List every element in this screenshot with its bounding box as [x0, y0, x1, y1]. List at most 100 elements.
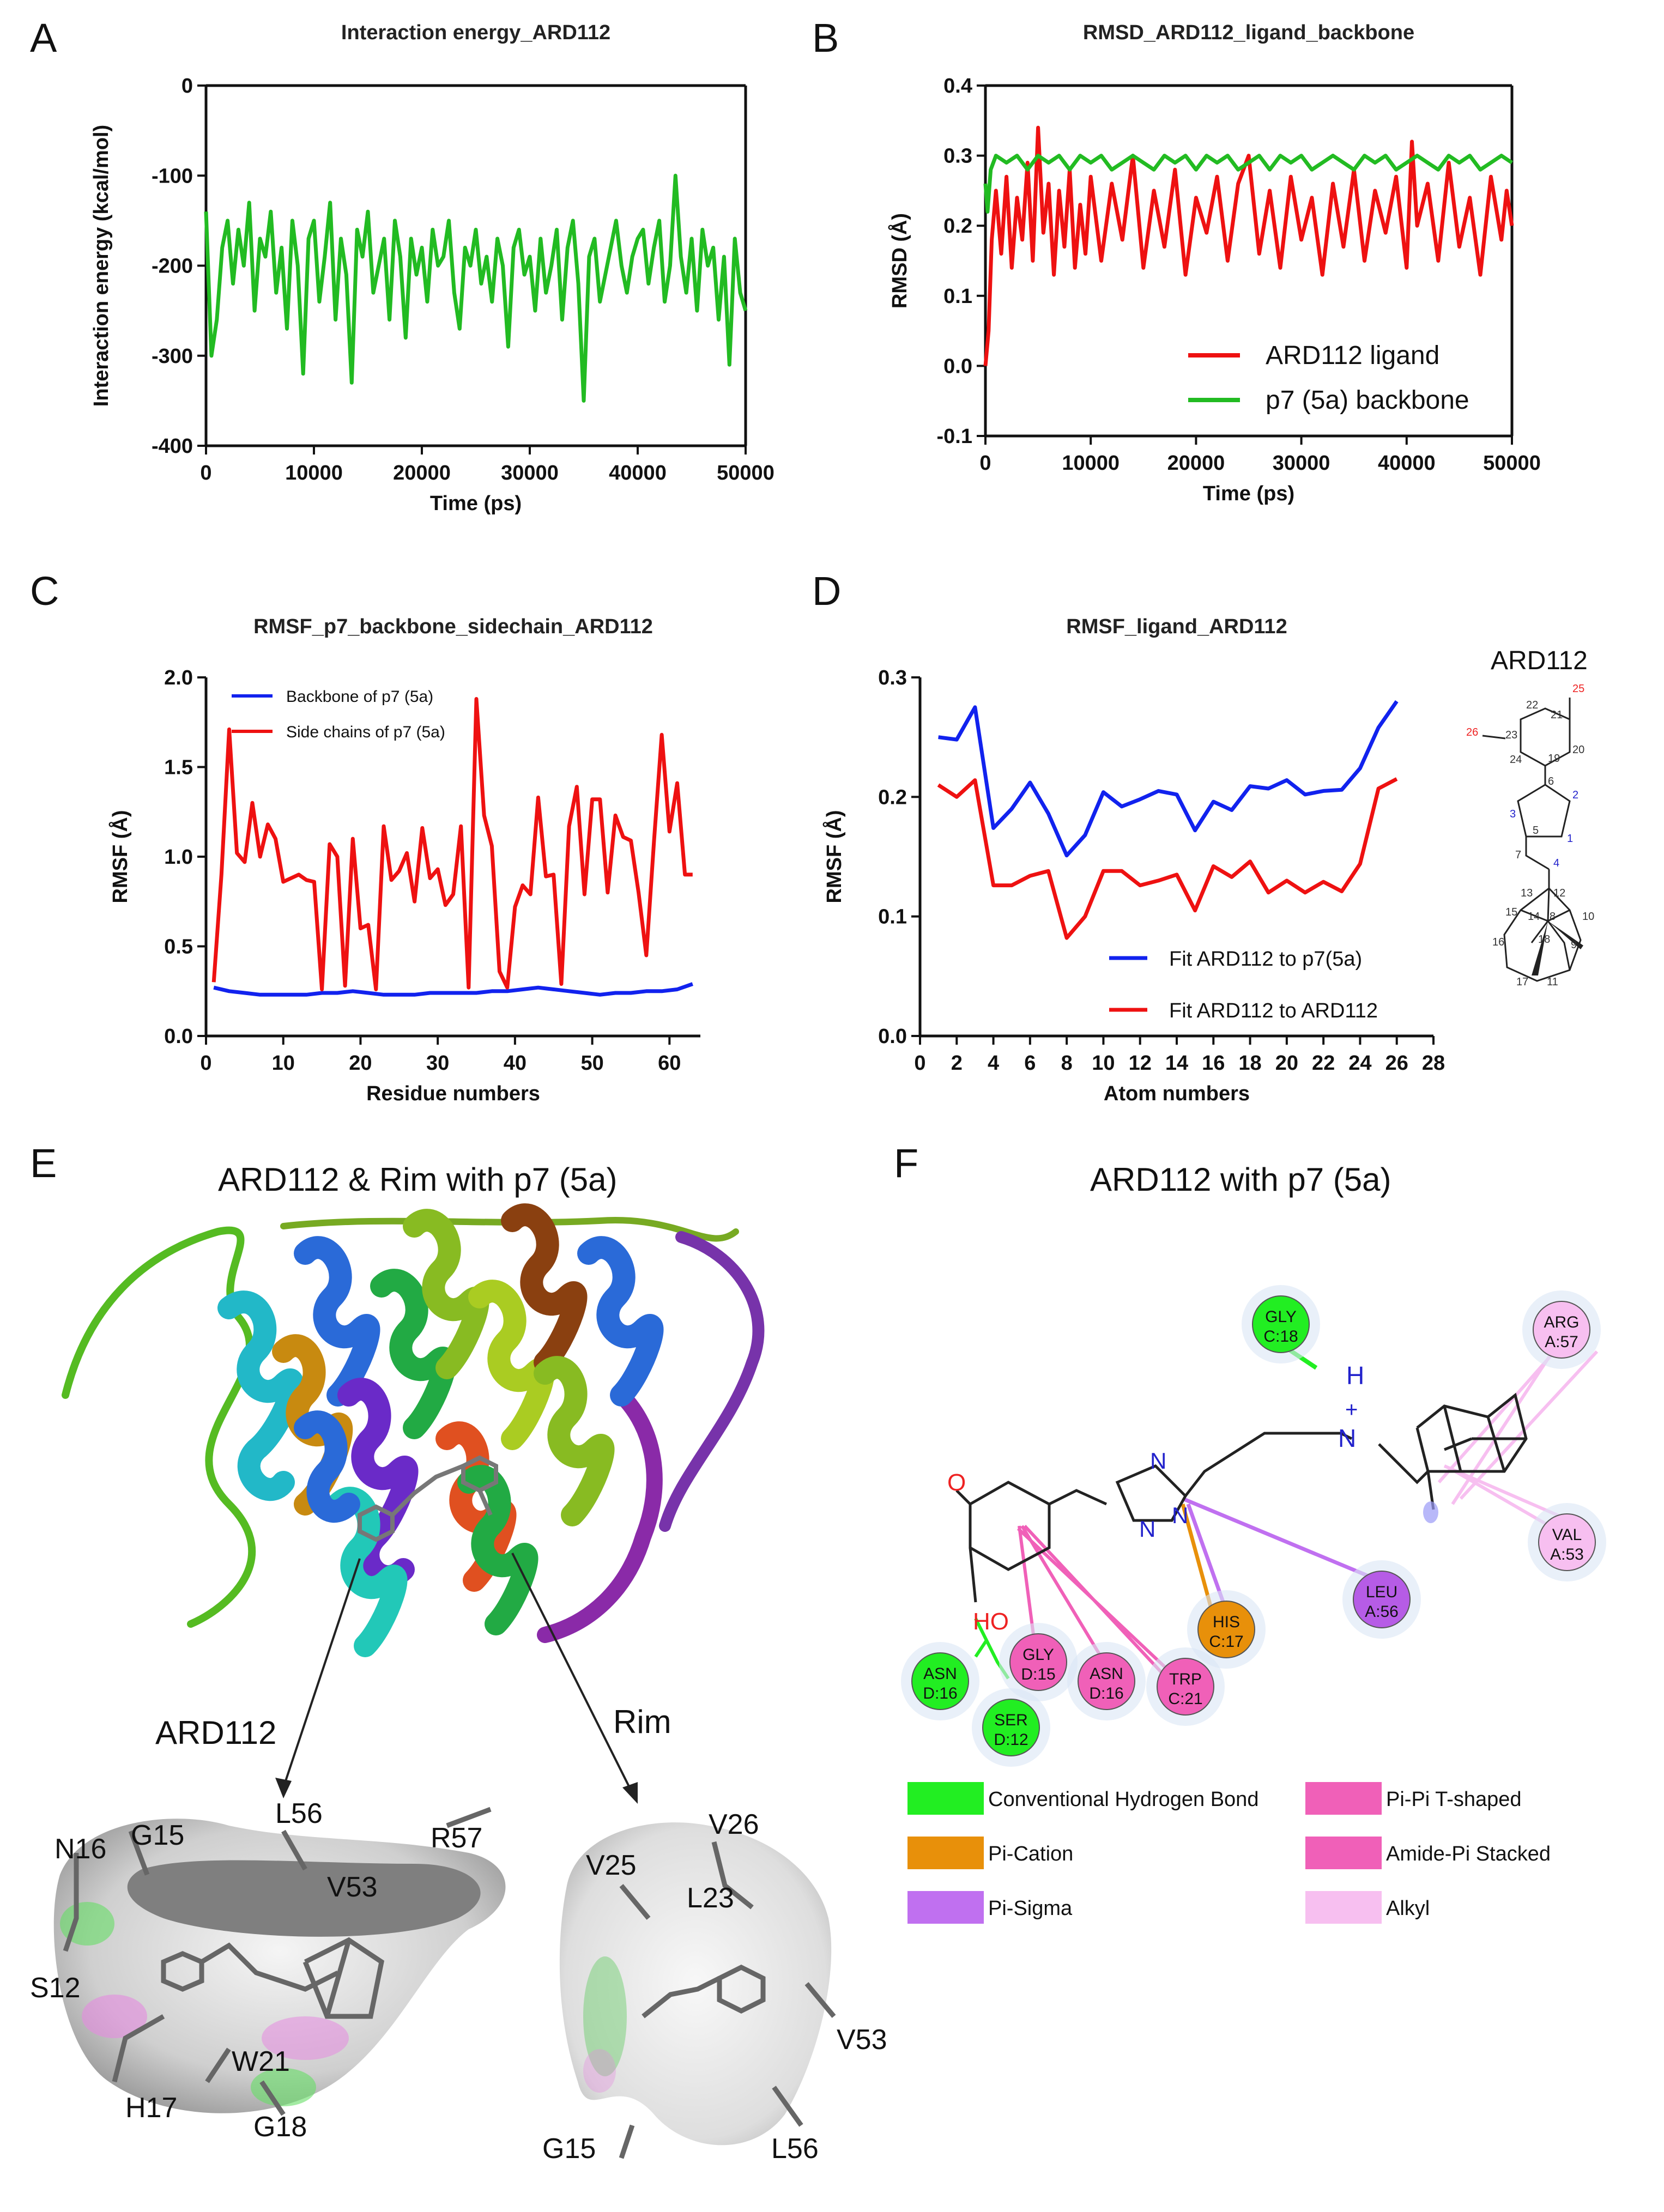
x-tick-label: 20 [349, 1052, 372, 1075]
atom-label: 19 [1548, 753, 1560, 765]
atom-label: 26 [1466, 726, 1478, 738]
residue-disc [982, 1699, 1040, 1756]
y-axis-label: RMSD (Å) [887, 213, 911, 308]
x-axis-label: Time (ps) [430, 492, 522, 515]
panel-label-d: D [812, 568, 841, 614]
key-label: Amide-Pi Stacked [1386, 1843, 1551, 1865]
key-swatch [907, 1782, 984, 1815]
arrow-rim [511, 1553, 633, 1793]
y-tick-label: 0.2 [943, 215, 972, 238]
y-axis-label: RMSF (Å) [822, 810, 846, 904]
x-tick-label: 0 [200, 1052, 211, 1075]
residue-disc [911, 1652, 969, 1710]
x-tick-label: 2 [951, 1052, 963, 1075]
arrowhead-rim [622, 1782, 638, 1804]
x-tick-label: 10 [1092, 1052, 1115, 1075]
chart-title: Interaction energy_ARD112 [341, 21, 610, 44]
residue-label: S12 [30, 1972, 81, 2004]
y-tick-label: -100 [152, 165, 193, 187]
y-tick-label: -200 [152, 255, 193, 278]
chart-c: RMSF_p7_backbone_sidechain_ARD112 0.0 0.5 1… [108, 615, 700, 1105]
y-tick-label: 0.3 [878, 666, 907, 689]
x-tick-label: 22 [1312, 1052, 1335, 1075]
key-label: Conventional Hydrogen Bond [988, 1788, 1258, 1811]
residue-label: V53 [327, 1871, 378, 1903]
y-tick-label: 1.0 [164, 846, 193, 869]
x-axis-label: Time (ps) [1203, 482, 1294, 505]
x-axis-label: Residue numbers [366, 1082, 540, 1105]
atom-n3: N [1139, 1516, 1155, 1542]
residue-label: L56 [771, 2133, 819, 2165]
panel-e: ARD112 & Rim with p7 (5a) [30, 1161, 887, 2165]
x-tick-label: 30000 [1273, 452, 1330, 475]
x-tick-label: 10000 [1062, 452, 1120, 475]
panel-e-title: ARD112 & Rim with p7 (5a) [218, 1161, 617, 1198]
residue-disc [1353, 1571, 1411, 1628]
binding-pocket-rim: V26 V25 L23 V53 G15 L56 [542, 1809, 887, 2165]
x-tick-label: 0 [914, 1052, 925, 1075]
residue-chain: C:17 [1209, 1633, 1243, 1651]
y-tick-label: 1.5 [164, 756, 193, 779]
y-tick-label: 0.3 [943, 145, 972, 168]
residue-name: ARG [1544, 1313, 1579, 1331]
atom-label: 6 [1548, 775, 1554, 787]
atom-label: 24 [1510, 754, 1522, 766]
y-tick-label: 0.4 [943, 75, 972, 98]
x-tick-label: 50000 [1483, 452, 1541, 475]
y-tick-label: -400 [152, 435, 193, 458]
residue-disc [1009, 1633, 1067, 1691]
y-axis-label: Interaction energy (kcal/mol) [90, 125, 113, 407]
atom-label: 13 [1521, 887, 1533, 899]
key-label: Pi-Pi T-shaped [1386, 1788, 1522, 1811]
x-tick-label: 50 [580, 1052, 603, 1075]
atom-label: 18 [1538, 934, 1550, 946]
x-tick-label: 20000 [1167, 452, 1225, 475]
legend-label: Fit ARD112 to ARD112 [1169, 999, 1378, 1022]
x-tick-label: 30 [426, 1052, 449, 1075]
residue-label: V25 [586, 1850, 637, 1881]
residue-name: ASN [923, 1665, 957, 1683]
panel-label-c: C [30, 568, 59, 614]
residue-name: LEU [1366, 1583, 1397, 1601]
atom-h: H [1346, 1361, 1364, 1390]
ard112-2d-structure [955, 1392, 1528, 1603]
y-tick-label: 0.0 [943, 355, 972, 378]
series-line-1 [983, 125, 1514, 366]
x-tick-label: 8 [1061, 1052, 1073, 1075]
arrowhead-ard112 [275, 1778, 292, 1798]
atom-label: 5 [1533, 825, 1539, 837]
atom-ho: HO [973, 1608, 1009, 1635]
structure-title: ARD112 [1491, 646, 1588, 675]
panel-label-b: B [812, 15, 839, 60]
residue-chain: D:16 [1089, 1684, 1123, 1702]
panel-label-e: E [30, 1141, 57, 1186]
x-tick-label: 60 [658, 1052, 681, 1075]
key-label: Alkyl [1386, 1897, 1430, 1920]
ligand-in-protein [358, 1455, 498, 1542]
atom-label: 7 [1515, 849, 1521, 861]
arrow-ard112 [282, 1558, 361, 1788]
x-tick-label: 24 [1348, 1052, 1371, 1075]
chart-title: RMSF_ligand_ARD112 [1066, 615, 1287, 638]
residue-chain: D:15 [1021, 1665, 1055, 1683]
chart-b: RMSD_ARD112_ligand_backbone 0.4 0.3 0.2 0.1 0… [887, 21, 1541, 505]
protein-ribbon [62, 1203, 765, 1657]
x-tick-label: 40000 [609, 462, 667, 484]
legend-label: Side chains of p7 (5a) [286, 723, 445, 741]
panel-f: ARD112 with p7 (5a) O HO N N N N H + [901, 1161, 1606, 1924]
chart-a: Interaction energy_ARD112 0 -100 -200 -300 -4… [90, 21, 774, 515]
residue-disc [1078, 1652, 1135, 1710]
atom-label: 4 [1553, 857, 1559, 869]
atom-label: 12 [1553, 887, 1565, 899]
x-tick-label: 28 [1422, 1052, 1445, 1075]
atom-label: 14 [1528, 911, 1540, 923]
ard112-structure: ARD112 25 22 21 26 23 20 24 19 6 2 3 1 [1466, 646, 1594, 988]
residue-label: V26 [709, 1809, 759, 1840]
atom-n2: N [1172, 1502, 1188, 1528]
residue-label: H17 [125, 2092, 177, 2124]
series-line-2 [983, 154, 1513, 214]
series-line-2 [937, 777, 1398, 940]
series-line-1 [204, 173, 748, 403]
